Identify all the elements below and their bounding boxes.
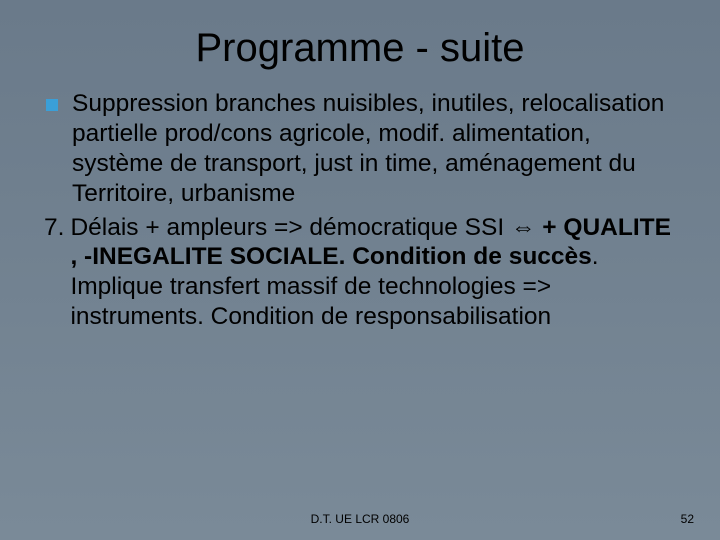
square-bullet-icon: [46, 99, 58, 111]
num-plain-1: Délais + ampleurs => démocratique SSI: [70, 214, 511, 241]
bullet-item: Suppression branches nuisibles, inutiles…: [44, 89, 676, 209]
footer-center: D.T. UE LCR 0806: [0, 512, 720, 526]
page-title: Programme - suite: [0, 0, 720, 89]
bullet-text: Suppression branches nuisibles, inutiles…: [72, 89, 676, 209]
numbered-text: Délais + ampleurs => démocratique SSI ⇔ …: [70, 213, 676, 333]
numbered-label: 7.: [44, 213, 64, 243]
footer-page-number: 52: [681, 512, 694, 526]
slide: Programme - suite Suppression branches n…: [0, 0, 720, 540]
double-arrow-icon: ⇔: [511, 214, 536, 241]
numbered-item: 7. Délais + ampleurs => démocratique SSI…: [44, 213, 676, 333]
slide-body: Suppression branches nuisibles, inutiles…: [0, 89, 720, 332]
